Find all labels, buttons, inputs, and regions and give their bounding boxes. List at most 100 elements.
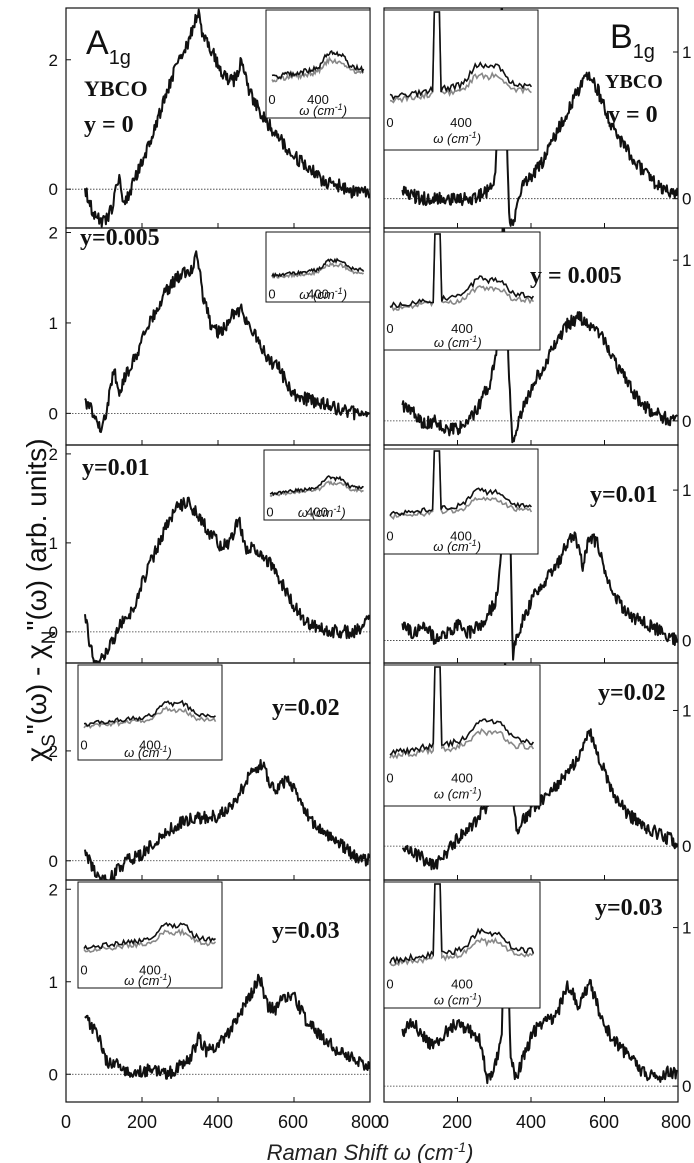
inset-x-tick-label: 400 (306, 504, 328, 519)
x-tick-right-600: 600 (589, 1112, 619, 1132)
spectrum-line (401, 228, 678, 444)
y-tick-label: 1 (49, 314, 58, 333)
inset-x-tick-label: 400 (450, 115, 472, 130)
inset-normal-state-line (83, 705, 217, 729)
y-tick-label: 2 (49, 224, 58, 243)
inset-frame (383, 881, 541, 1009)
inset-x-tick-label: 400 (139, 737, 161, 752)
inset-x-label: ω (cm-1) (433, 538, 481, 554)
inset-normal-state-line (269, 480, 364, 498)
inset-x-tick-label: 0 (266, 504, 273, 519)
inset-x-tick-label: 0 (386, 771, 393, 786)
y-tick-label: 0 (49, 180, 58, 199)
doping-label: y=0.02 (598, 680, 666, 706)
b1g-symbol: B1g (610, 18, 655, 63)
inset-x-tick-label: 400 (307, 286, 329, 301)
inset-x-label: ω (cm-1) (434, 786, 482, 802)
inset-x-tick-label: 0 (386, 529, 393, 544)
y-tick-label: 0 (682, 190, 691, 209)
inset-x-label: ω (cm-1) (298, 504, 346, 520)
y-tick-label: 1 (682, 919, 691, 938)
spectrum-line (84, 496, 370, 663)
x-tick-left-400: 400 (203, 1112, 233, 1132)
inset-x-tick-label: 400 (451, 977, 473, 992)
doping-label: y = 0 (84, 112, 134, 138)
spectrum-line (84, 8, 370, 228)
inset-x-tick-label: 0 (268, 286, 275, 301)
inset-superconducting-line (389, 883, 535, 965)
inset-normal-state-line (389, 11, 532, 104)
doping-label: y=0.01 (82, 455, 150, 481)
y-tick-label: 1 (49, 973, 58, 992)
a1g-symbol: A1g (86, 24, 131, 69)
y-tick-label: 0 (682, 412, 691, 431)
inset-x-tick-label: 0 (386, 115, 393, 130)
y-tick-label: 2 (49, 445, 58, 464)
y-tick-label: 1 (682, 43, 691, 62)
inset-superconducting-line (389, 666, 535, 756)
doping-label: y=0.01 (590, 482, 658, 508)
spectrum-line (84, 759, 370, 880)
doping-label: y=0.02 (272, 695, 340, 721)
y-tick-label: 0 (49, 1065, 58, 1084)
inset-superconducting-line (389, 233, 535, 309)
inset-normal-state-line (83, 927, 217, 954)
y-tick-label: 1 (49, 534, 58, 553)
spectrum-line (84, 973, 370, 1080)
y-tick-label: 0 (49, 404, 58, 423)
inset-superconducting-line (271, 49, 365, 80)
doping-label: y = 0.005 (530, 263, 622, 289)
inset-x-label: ω (cm-1) (433, 130, 481, 146)
inset-normal-state-line (271, 261, 364, 279)
inset-x-label: ω (cm-1) (434, 334, 482, 350)
inset-frame (383, 231, 541, 351)
x-axis-ticks-right: 0 200 400 600 800 (379, 1112, 691, 1132)
inset-frame (383, 448, 539, 555)
inset-superconducting-line (389, 11, 533, 101)
inset-superconducting-line (271, 257, 365, 279)
y-tick-label: 1 (682, 251, 691, 270)
a1g-material: YBCO (84, 76, 148, 101)
y-tick-label: 2 (49, 742, 58, 761)
x-tick-left-200: 200 (127, 1112, 157, 1132)
inset-x-tick-label: 400 (450, 529, 472, 544)
y-tick-label: 1 (682, 481, 691, 500)
inset-normal-state-line (389, 666, 535, 760)
inset-x-tick-label: 0 (386, 977, 393, 992)
inset-x-tick-label: 0 (80, 962, 87, 977)
doping-label: y=0.03 (595, 895, 663, 921)
inset-frame (77, 881, 223, 989)
spectrum-line (401, 884, 678, 1085)
inset-x-tick-label: 400 (139, 962, 161, 977)
y-tick-label: 1 (682, 701, 691, 720)
y-tick-label: 0 (682, 1077, 691, 1096)
inset-superconducting-line (269, 475, 364, 497)
doping-label: y = 0 (608, 102, 658, 128)
x-tick-right-0: 0 (379, 1112, 389, 1132)
x-tick-left-600: 600 (278, 1112, 308, 1132)
y-tick-label: 0 (49, 623, 58, 642)
inset-superconducting-line (83, 699, 216, 727)
inset-x-label: ω (cm-1) (299, 102, 347, 118)
inset-normal-state-line (389, 233, 535, 312)
inset-frame (77, 664, 223, 761)
y-tick-label: 2 (49, 51, 58, 70)
inset-x-tick-label: 400 (451, 321, 473, 336)
spectrum-line (84, 250, 370, 434)
x-tick-left-800: 800 (351, 1112, 381, 1132)
spectrum-line (401, 8, 678, 227)
y-tick-label: 0 (682, 631, 691, 650)
